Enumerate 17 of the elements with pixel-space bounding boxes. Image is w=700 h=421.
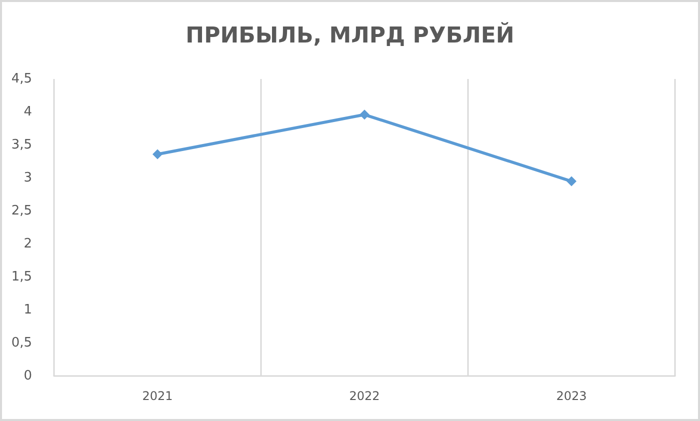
y-tick-label: 0 [24, 368, 32, 384]
y-tick-label: 3 [24, 170, 32, 186]
point [566, 176, 576, 186]
x-tick-label: 2023 [556, 389, 587, 403]
x-tick-label: 2022 [349, 389, 380, 403]
point [360, 110, 370, 120]
x-tick-label: 2021 [142, 389, 173, 403]
y-tick-label: 1 [24, 302, 32, 318]
y-tick-label: 0,5 [11, 336, 32, 350]
y-tick-label: 3,5 [11, 138, 32, 152]
y-tick-label: 1,5 [11, 270, 32, 284]
point [152, 149, 162, 160]
y-tick-label: 2 [24, 236, 32, 252]
y-tick-label: 2,5 [11, 204, 32, 218]
chart-title: ПРИБЫЛЬ, МЛРД РУБЛЕЙ [186, 22, 514, 48]
y-tick-label: 4,5 [11, 72, 32, 86]
y-tick-label: 4 [24, 104, 32, 120]
